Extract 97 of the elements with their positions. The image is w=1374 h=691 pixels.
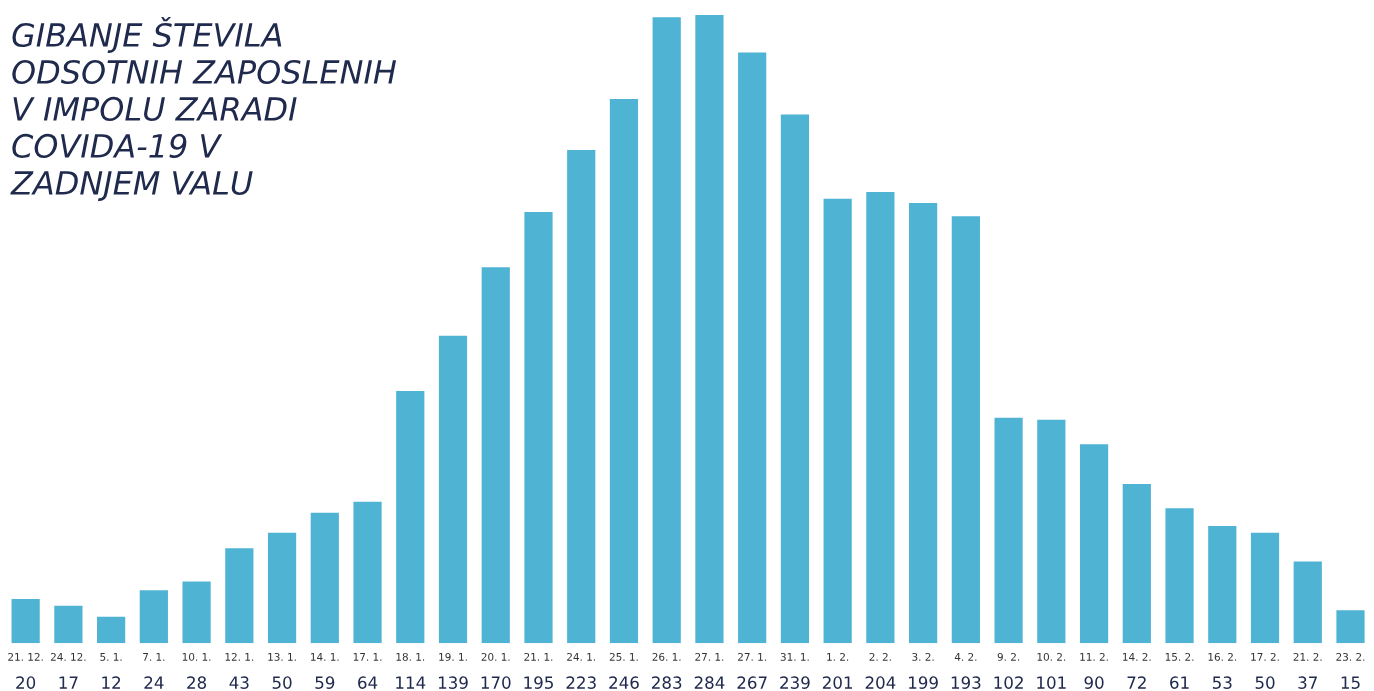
bar bbox=[54, 605, 83, 644]
data-label: 114 bbox=[396, 676, 426, 689]
x-tick-label: 4. 2. bbox=[954, 652, 977, 661]
x-tick-label: 27. 1. bbox=[738, 652, 766, 661]
data-label: 102 bbox=[994, 676, 1023, 689]
data-label: 239 bbox=[780, 676, 810, 689]
data-label: 199 bbox=[909, 676, 938, 689]
x-tick-label: 18. 1. bbox=[396, 652, 425, 661]
data-label: 61 bbox=[1170, 676, 1189, 689]
x-tick-label: 10. 1. bbox=[182, 652, 211, 661]
bar bbox=[1336, 610, 1365, 644]
x-tick-label: 21. 12. bbox=[8, 652, 43, 661]
x-tick-label: 19. 1. bbox=[439, 652, 467, 661]
x-tick-label: 11. 2. bbox=[1080, 652, 1108, 661]
x-tick-label: 24. 1. bbox=[567, 652, 596, 661]
bar bbox=[909, 203, 938, 644]
data-label: 193 bbox=[951, 676, 981, 689]
x-tick-label: 14. 1. bbox=[311, 653, 339, 661]
x-tick-label: 24. 12. bbox=[50, 652, 86, 661]
data-label: 90 bbox=[1084, 676, 1104, 689]
bar bbox=[310, 512, 339, 644]
x-tick-label: 21. 2. bbox=[1293, 652, 1322, 661]
data-label: 246 bbox=[609, 676, 639, 689]
bar bbox=[695, 15, 724, 644]
data-label: 50 bbox=[1255, 676, 1275, 689]
data-label: 28 bbox=[187, 676, 207, 689]
x-tick-label: 31. 1. bbox=[780, 652, 809, 661]
bar bbox=[866, 192, 895, 644]
data-label: 204 bbox=[865, 676, 896, 689]
bar bbox=[1079, 444, 1109, 644]
data-label: 223 bbox=[566, 676, 596, 689]
x-tick-label: 17. 2. bbox=[1251, 652, 1279, 661]
bar bbox=[396, 391, 425, 644]
data-label: 43 bbox=[229, 676, 249, 689]
x-tick-label: 23. 2. bbox=[1336, 652, 1365, 661]
data-label: 59 bbox=[315, 676, 335, 689]
data-label: 283 bbox=[652, 676, 682, 689]
bar bbox=[225, 548, 254, 644]
bar bbox=[353, 501, 382, 644]
x-tick-label: 7. 1. bbox=[143, 653, 165, 661]
bar bbox=[438, 335, 468, 644]
bar bbox=[1293, 561, 1322, 644]
x-tick-label: 12. 1. bbox=[225, 652, 254, 661]
bar bbox=[780, 114, 810, 644]
x-tick-label: 5. 1. bbox=[100, 653, 122, 661]
data-label: 15 bbox=[1341, 676, 1360, 689]
data-label: 37 bbox=[1298, 676, 1317, 689]
bar bbox=[11, 599, 40, 644]
data-label: 50 bbox=[272, 676, 292, 689]
bar bbox=[267, 532, 297, 644]
x-tick-label: 2. 2. bbox=[869, 652, 891, 661]
data-label: 64 bbox=[358, 676, 378, 689]
bar bbox=[1122, 484, 1151, 644]
x-tick-label: 9. 2. bbox=[997, 652, 1020, 661]
x-tick-label: 20. 1. bbox=[481, 652, 510, 661]
bar bbox=[139, 590, 168, 644]
x-tick-label: 16. 2. bbox=[1208, 652, 1237, 661]
bar bbox=[481, 267, 510, 644]
data-label: 101 bbox=[1037, 676, 1066, 689]
data-label: 267 bbox=[737, 676, 767, 689]
bar bbox=[738, 52, 767, 644]
x-tick-label: 21. 1. bbox=[524, 652, 553, 661]
x-tick-label: 15. 2. bbox=[1165, 652, 1194, 661]
bar bbox=[951, 216, 980, 644]
bar bbox=[823, 198, 852, 644]
x-tick-label: 17. 1. bbox=[353, 653, 382, 661]
x-tick-label: 3. 2. bbox=[912, 652, 934, 661]
x-tick-label: 25. 1. bbox=[609, 652, 638, 661]
data-label: 170 bbox=[481, 676, 511, 689]
bar bbox=[609, 99, 639, 644]
bar bbox=[652, 17, 681, 644]
bar bbox=[182, 581, 211, 644]
data-label: 284 bbox=[694, 676, 725, 689]
x-tick-label: 27. 1. bbox=[695, 652, 724, 661]
data-label: 72 bbox=[1127, 676, 1146, 689]
data-label: 24 bbox=[144, 676, 164, 689]
data-label: 17 bbox=[59, 676, 78, 689]
x-tick-label: 13. 1. bbox=[268, 652, 296, 661]
data-label: 139 bbox=[438, 676, 468, 689]
bar bbox=[994, 417, 1023, 644]
x-tick-label: 26. 1. bbox=[652, 652, 681, 661]
text: GIBANJE ŠTEVILA ODSOTNIH ZAPOSLENIH V IMPOLU ZARADI COVIDA-19 V ZADNJEM VALU bbox=[10, 17, 397, 201]
data-label: 12 bbox=[102, 676, 121, 689]
x-tick-label: 1. 2. bbox=[827, 652, 849, 661]
bar bbox=[567, 149, 596, 644]
bar bbox=[97, 616, 126, 644]
bar bbox=[1037, 419, 1066, 644]
x-tick-label: 10. 2. bbox=[1037, 652, 1066, 661]
bar bbox=[1208, 526, 1237, 644]
bar bbox=[1250, 532, 1280, 644]
data-label: 53 bbox=[1212, 676, 1232, 689]
bar bbox=[1165, 508, 1194, 644]
x-tick-label: 14. 2. bbox=[1123, 652, 1151, 661]
data-label: 201 bbox=[822, 676, 853, 689]
bar bbox=[524, 211, 553, 644]
data-label: 20 bbox=[16, 676, 36, 689]
data-label: 195 bbox=[524, 676, 553, 689]
